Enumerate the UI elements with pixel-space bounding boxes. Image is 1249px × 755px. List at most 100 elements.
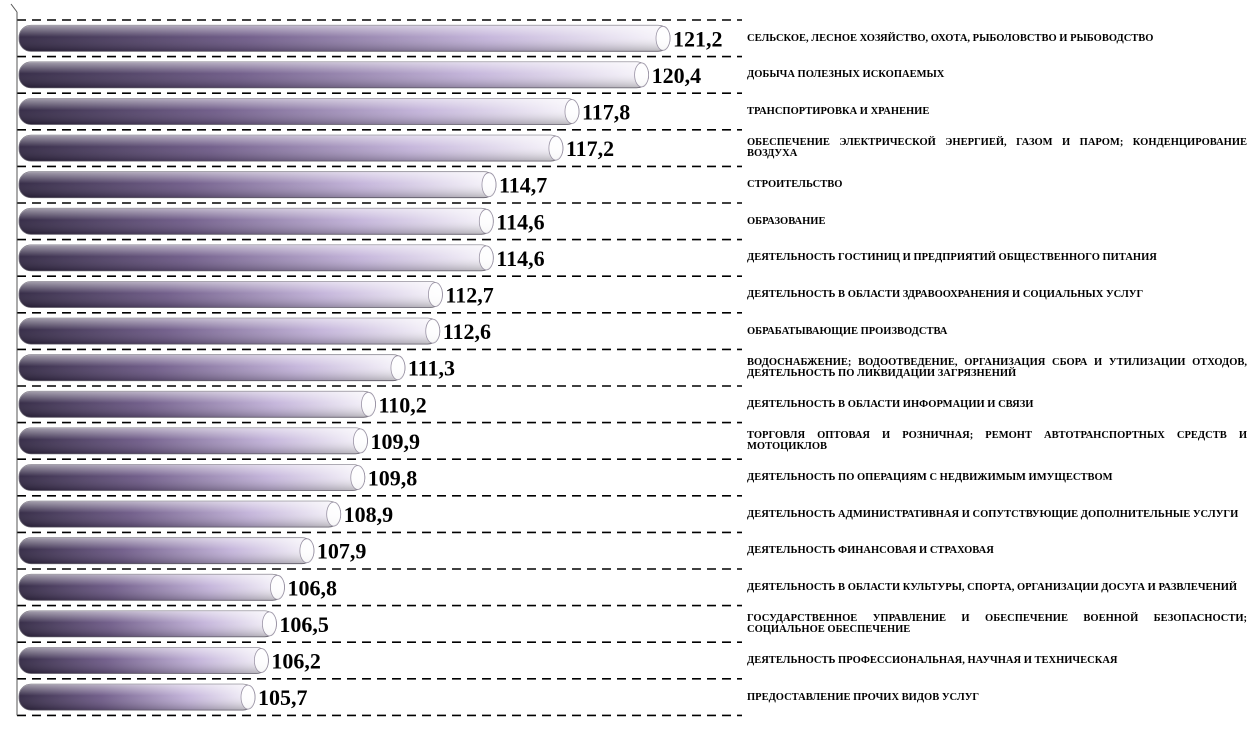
data-label: 109,8: [368, 466, 418, 491]
bar-cap: [548, 135, 564, 161]
bar-shine: [19, 501, 341, 528]
category-label: СЕЛЬСКОЕ, ЛЕСНОЕ ХОЗЯЙСТВО, ОХОТА, РЫБОЛ…: [747, 32, 1154, 44]
bar-cap: [350, 465, 366, 490]
bar-shine: [19, 647, 269, 674]
category-label: ПРЕДОСТАВЛЕНИЕ ПРОЧИХ ВИДОВ УСЛУГ: [747, 691, 980, 703]
bar-cap: [326, 501, 342, 527]
grid-lines: [17, 19, 742, 717]
category-label: ГОСУДАРСТВЕННОЕ УПРАВЛЕНИЕ И ОБЕСПЕЧЕНИЕ…: [747, 612, 1247, 635]
bar-cap: [253, 648, 269, 673]
data-label: 114,6: [496, 209, 544, 234]
bar-shine: [19, 427, 368, 454]
bar-cap: [655, 25, 671, 51]
bar: [18, 427, 368, 455]
bar-shine: [19, 61, 649, 88]
category-label: ДЕЯТЕЛЬНОСТЬ В ОБЛАСТИ ИНФОРМАЦИИ И СВЯЗ…: [747, 398, 1034, 410]
bar: [18, 98, 580, 125]
bar-shine: [19, 537, 314, 564]
bar-shine: [19, 135, 563, 162]
category-label: СТРОИТЕЛЬСТВО: [747, 179, 843, 191]
category-label: ТОРГОВЛЯ ОПТОВАЯ И РОЗНИЧНАЯ; РЕМОНТ АВТ…: [747, 429, 1247, 452]
bar: [18, 281, 443, 308]
bar-shine: [19, 281, 443, 308]
bar-cap: [361, 391, 376, 417]
bar: [18, 500, 342, 528]
bar-cap: [478, 208, 494, 234]
category-label: ДЕЯТЕЛЬНОСТЬ ПРОФЕССИОНАЛЬНАЯ, НАУЧНАЯ И…: [747, 655, 1118, 666]
bar-cap: [262, 611, 277, 637]
data-label: 108,9: [344, 502, 394, 527]
data-label: 112,6: [443, 319, 491, 344]
bar: [18, 390, 376, 418]
data-label: 106,8: [287, 575, 337, 600]
category-label: ВОДОСНАБЖЕНИЕ; ВОДООТВЕДЕНИЕ, ОРГАНИЗАЦИ…: [747, 356, 1247, 379]
data-label: 106,5: [279, 612, 329, 637]
data-label: 120,4: [652, 63, 702, 88]
bar: [18, 134, 564, 162]
bar-cap: [353, 428, 368, 454]
bar-shine: [19, 610, 277, 637]
category-label: ДЕЯТЕЛЬНОСТЬ В ОБЛАСТИ КУЛЬТУРЫ, СПОРТА,…: [747, 581, 1238, 593]
bar-shine: [19, 25, 670, 52]
bar: [18, 354, 406, 382]
bar-cap: [240, 684, 256, 710]
data-label: 114,6: [496, 246, 544, 271]
bar: [18, 464, 366, 491]
bar-cap: [425, 318, 441, 344]
value-labels: 121,2120,4117,8117,2114,7114,6114,6112,7…: [258, 26, 723, 710]
bar-shine: [19, 354, 405, 381]
bar: [18, 647, 269, 674]
bar: [18, 683, 256, 711]
bar: [18, 24, 671, 52]
bar-shine: [19, 574, 285, 601]
data-label: 117,8: [582, 100, 630, 125]
bar: [18, 207, 494, 235]
data-label: 110,2: [378, 392, 426, 417]
bar-cap: [270, 574, 285, 600]
bar: [18, 171, 497, 199]
data-label: 114,7: [499, 173, 547, 198]
category-label: ОБРАЗОВАНИЕ: [747, 215, 826, 227]
bar-cap: [478, 245, 494, 271]
bar-shine: [19, 208, 494, 235]
bar-shine: [19, 171, 496, 198]
bar-shine: [19, 244, 494, 271]
bar: [18, 244, 494, 272]
y-axis-depth-line: [10, 3, 18, 13]
category-label: ДЕЯТЕЛЬНОСТЬ АДМИНИСТРАТИВНАЯ И СОПУТСТВ…: [747, 508, 1239, 520]
bars: [18, 24, 671, 711]
bar-shine: [19, 98, 579, 125]
category-label: ДЕЯТЕЛЬНОСТЬ В ОБЛАСТИ ЗДРАВООХРАНЕНИЯ И…: [747, 289, 1144, 300]
category-label: ДЕЯТЕЛЬНОСТЬ ГОСТИНИЦ И ПРЕДПРИЯТИЙ ОБЩЕ…: [747, 252, 1157, 264]
bar: [18, 573, 285, 601]
bar-cap: [428, 282, 443, 307]
category-label: ДЕЯТЕЛЬНОСТЬ ФИНАНСОВАЯ И СТРАХОВАЯ: [747, 545, 994, 557]
data-label: 121,2: [673, 26, 723, 51]
data-label: 105,7: [258, 685, 308, 710]
bar: [18, 317, 441, 345]
bar-cap: [390, 355, 406, 381]
bar: [18, 537, 315, 565]
bar: [18, 61, 649, 89]
bar-shine: [19, 391, 376, 418]
bar: [18, 610, 277, 638]
data-label: 106,2: [271, 649, 321, 674]
category-label: ОБЕСПЕЧЕНИЕ ЭЛЕКТРИЧЕСКОЙ ЭНЕРГИЕЙ, ГАЗО…: [747, 137, 1247, 160]
category-label: ДОБЫЧА ПОЛЕЗНЫХ ИСКОПАЕМЫХ: [747, 69, 945, 81]
bar-cap: [564, 99, 580, 124]
category-label: ДЕЯТЕЛЬНОСТЬ ПО ОПЕРАЦИЯМ С НЕДВИЖИМЫМ И…: [747, 472, 1113, 483]
bar-cap: [481, 172, 497, 198]
bar-cap: [299, 538, 315, 564]
category-label: ОБРАБАТЫВАЮЩИЕ ПРОИЗВОДСТВА: [747, 325, 948, 337]
category-label: ТРАНСПОРТИРОВКА И ХРАНЕНИЕ: [747, 106, 930, 117]
bar-shine: [19, 684, 255, 711]
data-label: 117,2: [566, 136, 614, 161]
data-label: 109,9: [370, 429, 420, 454]
bar-cap: [634, 62, 649, 88]
data-label: 112,7: [445, 283, 493, 308]
bar-shine: [19, 318, 440, 345]
y-axis: [10, 3, 18, 716]
data-label: 111,3: [408, 356, 455, 381]
bar-shine: [19, 464, 365, 491]
